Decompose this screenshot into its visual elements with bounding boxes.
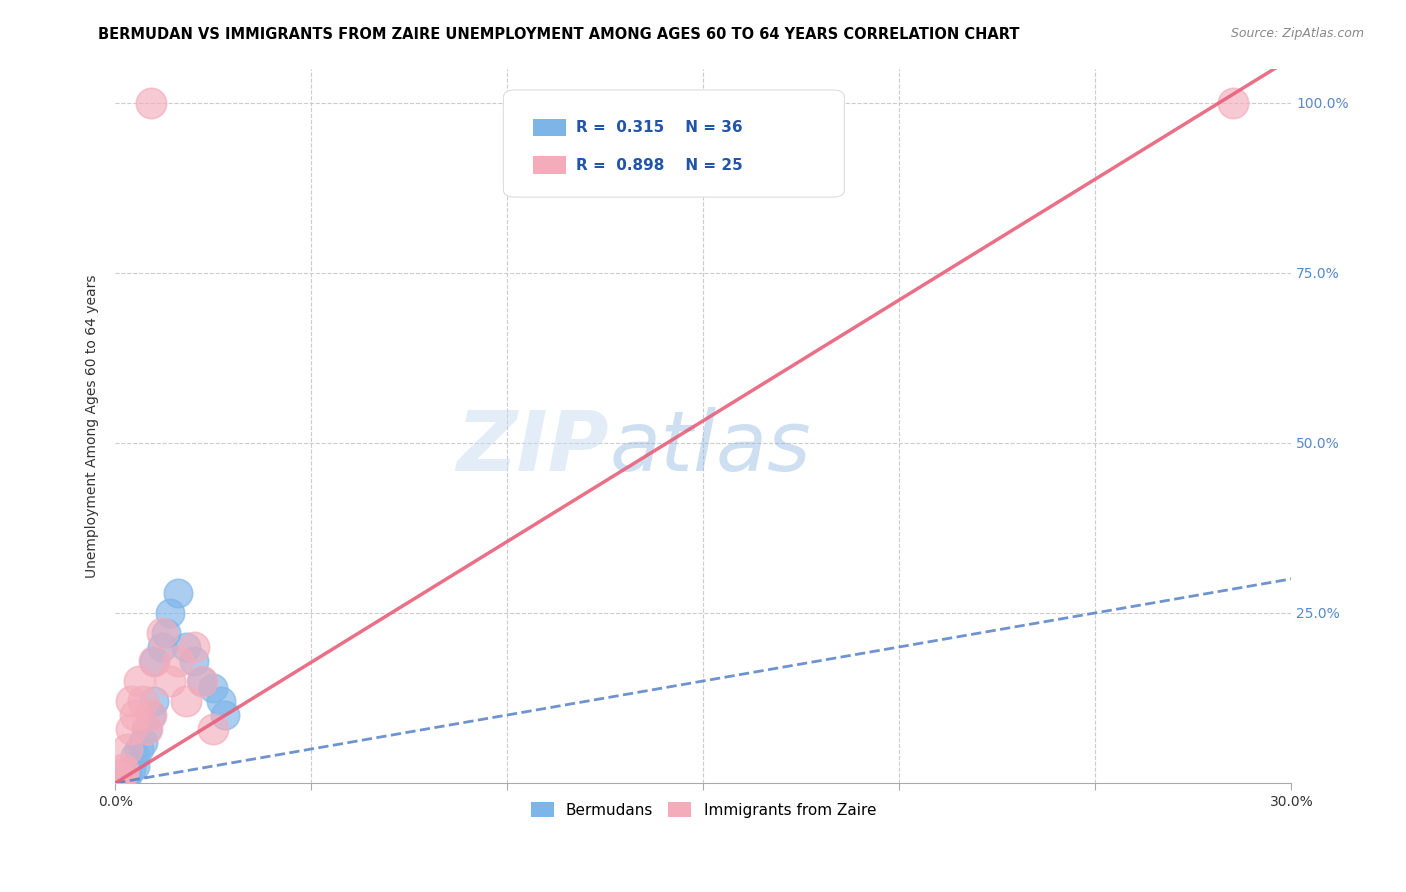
Point bbox=[143, 654, 166, 668]
FancyBboxPatch shape bbox=[533, 119, 565, 136]
Point bbox=[183, 654, 205, 668]
Point bbox=[112, 765, 135, 780]
Point bbox=[124, 748, 146, 763]
Point bbox=[115, 769, 138, 783]
Point bbox=[139, 95, 162, 110]
Point bbox=[132, 735, 155, 749]
Point bbox=[112, 771, 135, 785]
Point bbox=[104, 776, 127, 790]
Point bbox=[124, 759, 146, 773]
Point bbox=[159, 606, 181, 620]
Point bbox=[132, 694, 155, 708]
Point bbox=[150, 640, 173, 654]
Point bbox=[1222, 95, 1244, 110]
Point bbox=[202, 722, 225, 736]
Point bbox=[139, 708, 162, 723]
Point bbox=[150, 626, 173, 640]
Text: R =  0.315    N = 36: R = 0.315 N = 36 bbox=[576, 120, 742, 136]
Point bbox=[190, 673, 212, 688]
Point bbox=[159, 673, 181, 688]
Text: atlas: atlas bbox=[609, 407, 811, 488]
Point bbox=[104, 772, 127, 787]
Point bbox=[124, 708, 146, 723]
Point bbox=[120, 763, 142, 777]
Y-axis label: Unemployment Among Ages 60 to 64 years: Unemployment Among Ages 60 to 64 years bbox=[86, 274, 100, 577]
Point bbox=[108, 772, 131, 786]
Point bbox=[128, 742, 150, 756]
Point bbox=[190, 673, 212, 688]
Point bbox=[115, 742, 138, 756]
Point bbox=[139, 708, 162, 723]
Point bbox=[128, 673, 150, 688]
Point bbox=[155, 626, 177, 640]
Point bbox=[104, 774, 127, 789]
Point bbox=[167, 654, 190, 668]
Text: R =  0.898    N = 25: R = 0.898 N = 25 bbox=[576, 158, 742, 173]
Point bbox=[174, 640, 197, 654]
Point bbox=[112, 763, 135, 777]
Point bbox=[174, 694, 197, 708]
Point bbox=[104, 773, 127, 788]
Point bbox=[104, 775, 127, 789]
Point bbox=[120, 694, 142, 708]
Point bbox=[104, 774, 127, 789]
Legend: Bermudans, Immigrants from Zaire: Bermudans, Immigrants from Zaire bbox=[523, 794, 883, 825]
FancyBboxPatch shape bbox=[533, 156, 565, 174]
Point bbox=[214, 708, 236, 723]
Text: Source: ZipAtlas.com: Source: ZipAtlas.com bbox=[1230, 27, 1364, 40]
Point bbox=[108, 774, 131, 789]
FancyBboxPatch shape bbox=[503, 90, 845, 197]
Point bbox=[104, 776, 127, 790]
Point bbox=[143, 694, 166, 708]
Text: BERMUDAN VS IMMIGRANTS FROM ZAIRE UNEMPLOYMENT AMONG AGES 60 TO 64 YEARS CORRELA: BERMUDAN VS IMMIGRANTS FROM ZAIRE UNEMPL… bbox=[98, 27, 1019, 42]
Point bbox=[104, 775, 127, 789]
Point bbox=[115, 765, 138, 780]
Point bbox=[167, 585, 190, 599]
Point bbox=[135, 722, 157, 736]
Point bbox=[104, 772, 127, 787]
Point bbox=[143, 654, 166, 668]
Point bbox=[209, 694, 232, 708]
Text: ZIP: ZIP bbox=[457, 407, 609, 488]
Point bbox=[104, 776, 127, 790]
Point bbox=[202, 681, 225, 695]
Point bbox=[108, 772, 131, 787]
Point bbox=[135, 722, 157, 736]
Point bbox=[104, 774, 127, 789]
Point bbox=[108, 771, 131, 785]
Point bbox=[112, 772, 135, 786]
Point bbox=[104, 776, 127, 790]
Point bbox=[104, 776, 127, 790]
Point bbox=[183, 640, 205, 654]
Point bbox=[120, 722, 142, 736]
Point bbox=[108, 769, 131, 783]
